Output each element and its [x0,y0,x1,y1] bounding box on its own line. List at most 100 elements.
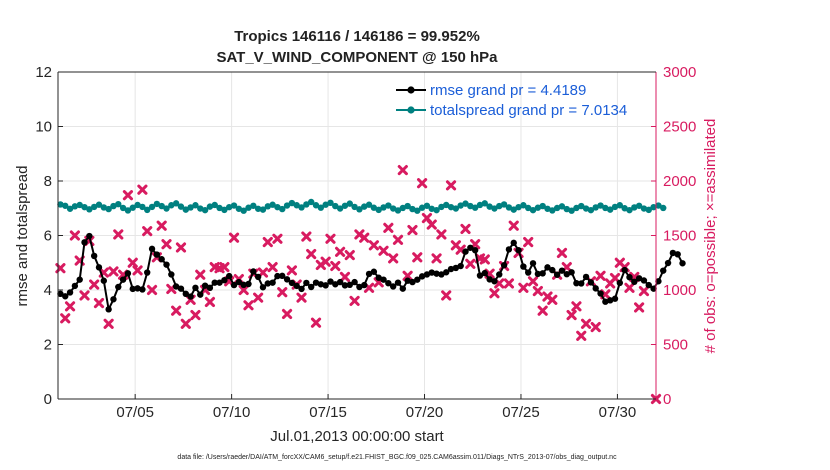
spread-point [124,207,132,214]
spread-point [616,202,624,209]
rmse-point [539,270,546,277]
spread-point [645,206,652,214]
rmse-point [144,269,151,276]
spread-point [201,206,209,214]
spread-point [549,207,556,214]
spread-point [182,206,189,213]
obs-marker [132,265,143,276]
y-tick-label: 2 [44,337,52,354]
rmse-point [119,276,127,283]
spread-point [254,205,262,212]
rmse-point [529,260,537,267]
rmse-point [221,276,228,284]
spread-point [515,203,522,211]
spread-point [163,205,170,212]
spread-point [211,201,218,209]
rmse-point [443,269,450,276]
spread-point [525,204,532,212]
spread-point [336,205,344,212]
rmse-point [356,283,363,291]
rmse-point [192,284,199,292]
obs-marker [402,270,413,281]
rmse-point [380,276,387,283]
obs-marker [238,284,249,296]
spread-point [322,201,329,208]
rmse-point [197,291,204,298]
spread-point [534,204,542,211]
rmse-point [66,289,74,296]
spread-point [611,203,619,211]
rmse-point [394,279,402,286]
rmse-point [549,266,556,274]
spread-point [95,201,103,208]
obs-marker [388,253,399,264]
x-tick-label: 07/15 [309,404,347,421]
spread-point [235,205,243,212]
rmse-point [201,282,209,289]
legend-spread-label: totalspread grand pr = 7.0134 [430,102,627,119]
rmse-point [423,271,431,278]
y-axis-ticks: 0 2 4 6 8 10 12 [35,64,63,408]
spread-point [327,199,334,206]
rmse-point [230,281,238,289]
rmse-point [582,273,590,281]
spread-point [409,205,416,213]
spread-point [269,201,276,208]
rmse-point [90,252,98,260]
rmse-point [414,276,421,283]
rmse-point [573,279,580,287]
obs-marker [310,317,322,328]
spread-point [283,202,291,209]
spread-point [650,203,657,211]
obs-marker [445,180,457,191]
spread-point [346,200,353,207]
spread-point [71,203,79,210]
rmse-point [240,281,247,289]
y-tick-label: 8 [44,173,52,190]
obs-marker [204,296,216,308]
spread-point [428,205,435,212]
spread-point [86,206,93,213]
rmse-point [587,279,595,286]
spread-point [57,201,64,208]
obs-marker [609,272,621,284]
rmse-point [592,285,599,292]
obs-marker [262,236,273,248]
spread-point [100,204,108,211]
spread-point [307,198,315,206]
rmse-point [481,269,488,277]
x-axis-label: Jul.01,2013 00:00:00 start [270,428,444,445]
rmse-point [558,267,566,274]
spread-point [520,202,527,209]
spread-point [317,204,325,211]
obs-marker [320,256,331,267]
obs-marker [219,262,230,273]
rmse-point [496,271,503,278]
obs-marker [64,301,76,312]
y2-tick-label: 1000 [663,282,696,299]
rmse-point [206,284,214,292]
spread-point [264,203,271,210]
rmse-point [226,272,233,280]
obs-marker [127,257,138,268]
spread-point [389,205,397,212]
rmse-point [520,263,527,270]
spread-point [394,207,402,214]
rmse-point [168,271,175,278]
rmse-point [428,269,435,276]
rmse-point [365,270,373,278]
rmse-point [62,293,69,300]
rmse-point [341,282,349,289]
spread-point [606,206,614,213]
obs-marker [590,321,601,333]
spread-point [144,206,151,214]
spread-point [471,204,479,211]
rmse-point [447,265,455,273]
rmse-point [211,279,218,286]
spread-point [250,202,257,209]
rmse-point [404,277,411,284]
rmse-point [621,266,628,274]
x-tick-label: 07/30 [599,404,637,421]
rmse-point [57,290,64,298]
rmse-point [645,281,652,289]
